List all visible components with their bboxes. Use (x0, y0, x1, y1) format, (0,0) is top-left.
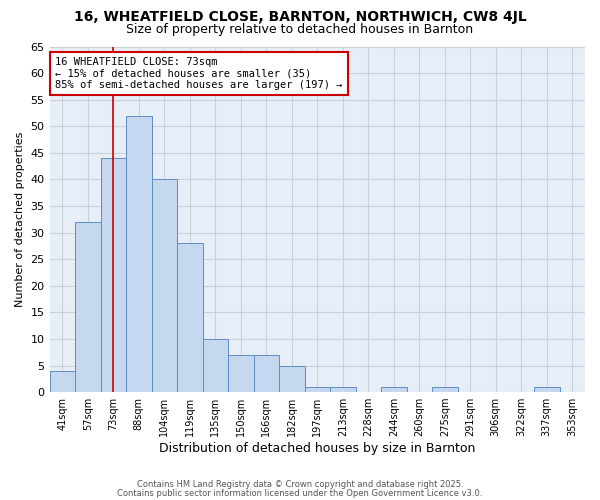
Bar (305, 387, 330, 392)
Bar (152, 180, 177, 392)
Bar (50, 371, 75, 392)
Bar (279, 366, 305, 392)
Bar (126, 116, 152, 392)
Text: 16 WHEATFIELD CLOSE: 73sqm
← 15% of detached houses are smaller (35)
85% of semi: 16 WHEATFIELD CLOSE: 73sqm ← 15% of deta… (55, 57, 343, 90)
X-axis label: Distribution of detached houses by size in Barnton: Distribution of detached houses by size … (159, 442, 475, 455)
Bar (330, 387, 356, 392)
Bar (381, 387, 407, 392)
Bar (177, 243, 203, 392)
Bar (254, 355, 279, 392)
Bar (101, 158, 126, 392)
Bar (203, 339, 228, 392)
Text: Contains public sector information licensed under the Open Government Licence v3: Contains public sector information licen… (118, 488, 482, 498)
Bar (534, 387, 560, 392)
Bar (228, 355, 254, 392)
Y-axis label: Number of detached properties: Number of detached properties (15, 132, 25, 307)
Text: Size of property relative to detached houses in Barnton: Size of property relative to detached ho… (127, 22, 473, 36)
Text: 16, WHEATFIELD CLOSE, BARNTON, NORTHWICH, CW8 4JL: 16, WHEATFIELD CLOSE, BARNTON, NORTHWICH… (74, 10, 526, 24)
Bar (432, 387, 458, 392)
Bar (75, 222, 101, 392)
Text: Contains HM Land Registry data © Crown copyright and database right 2025.: Contains HM Land Registry data © Crown c… (137, 480, 463, 489)
